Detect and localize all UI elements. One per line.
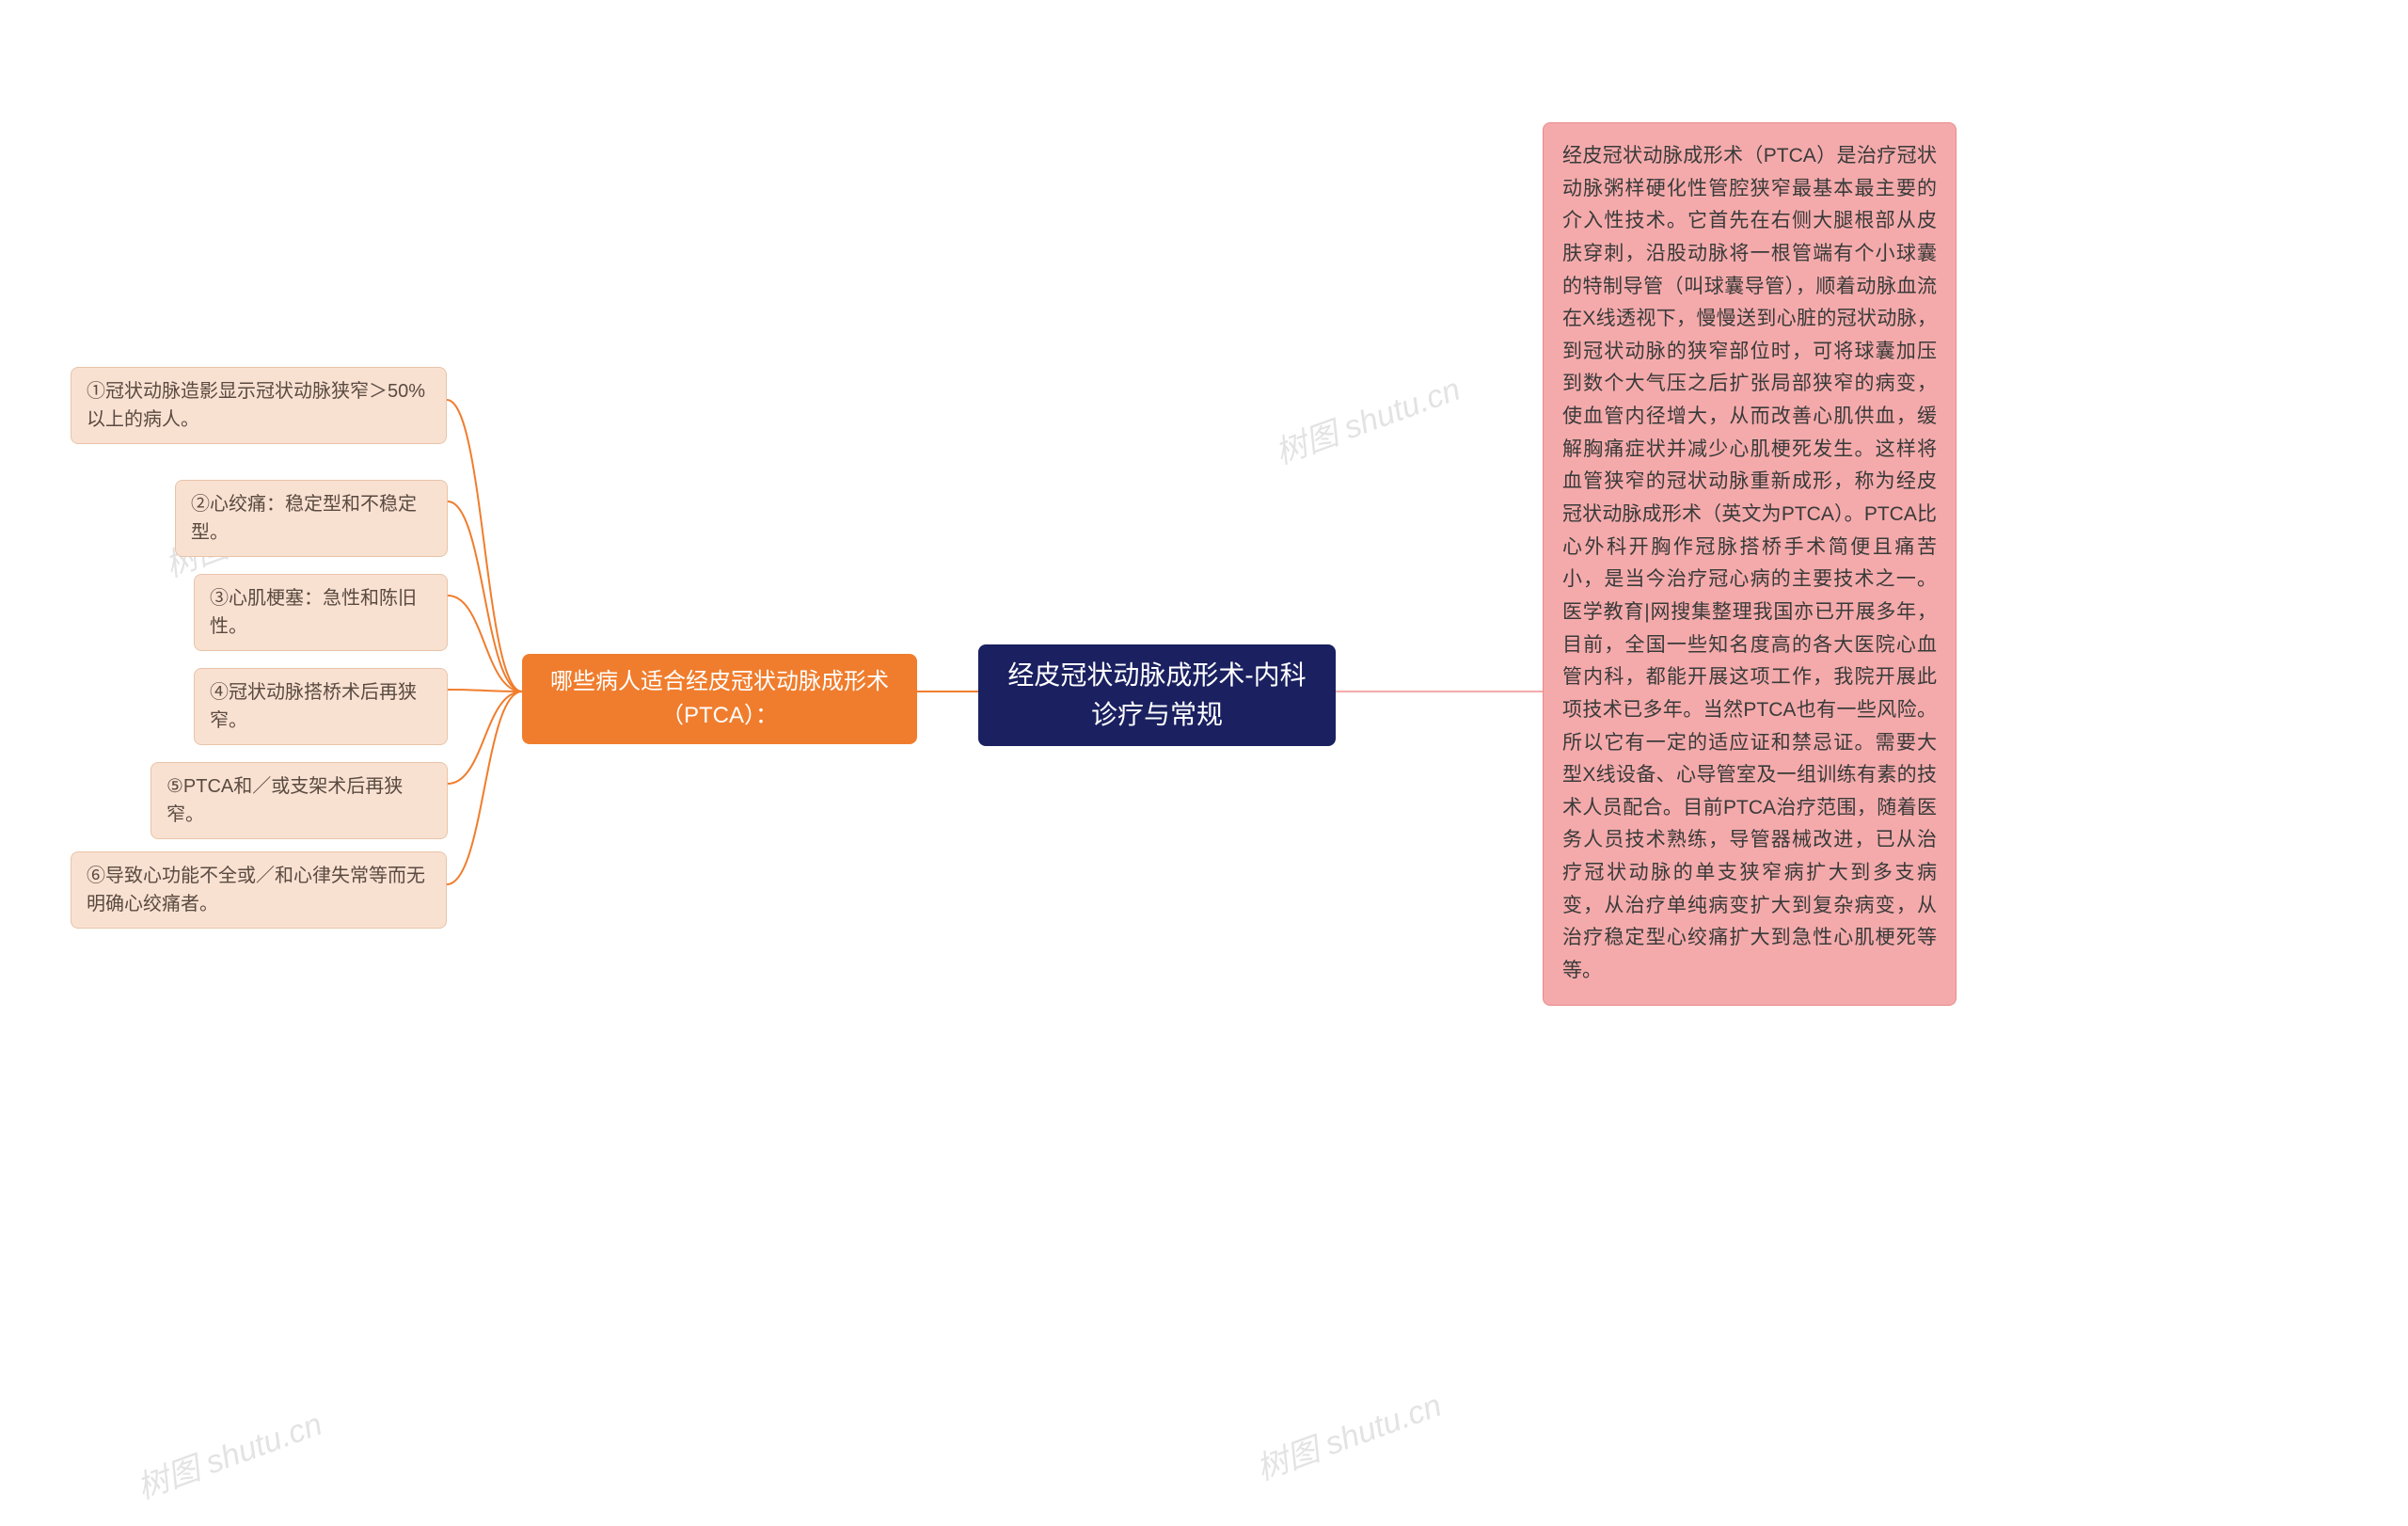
leaf-label: ③心肌梗塞：急性和陈旧性。: [210, 584, 432, 641]
leaf-label: ①冠状动脉造影显示冠状动脉狭窄＞50%以上的病人。: [87, 377, 431, 434]
left-branch-label: 哪些病人适合经皮冠状动脉成形术（PTCA）：: [539, 665, 900, 733]
leaf-label: ⑤PTCA和／或支架术后再狭窄。: [166, 772, 432, 829]
leaf-node: ④冠状动脉搭桥术后再狭窄。: [194, 668, 448, 745]
right-description-text: 经皮冠状动脉成形术（PTCA）是治疗冠状动脉粥样硬化性管腔狭窄最基本最主要的介入…: [1562, 140, 1937, 988]
center-node: 经皮冠状动脉成形术-内科诊疗与常规: [978, 644, 1336, 746]
leaf-node: ②心绞痛：稳定型和不稳定型。: [175, 480, 448, 557]
watermark: 树图 shutu.cn: [1268, 363, 1465, 472]
watermark: 树图 shutu.cn: [130, 1398, 327, 1507]
leaf-node: ⑥导致心功能不全或／和心律失常等而无明确心绞痛者。: [71, 851, 447, 929]
leaf-node: ③心肌梗塞：急性和陈旧性。: [194, 574, 448, 651]
right-description-node: 经皮冠状动脉成形术（PTCA）是治疗冠状动脉粥样硬化性管腔狭窄最基本最主要的介入…: [1543, 122, 1956, 1006]
leaf-label: ②心绞痛：稳定型和不稳定型。: [191, 490, 432, 547]
leaf-node: ⑤PTCA和／或支架术后再狭窄。: [150, 762, 448, 839]
watermark: 树图 shutu.cn: [1249, 1379, 1447, 1488]
center-label: 经皮冠状动脉成形术-内科诊疗与常规: [995, 656, 1319, 735]
leaf-node: ①冠状动脉造影显示冠状动脉狭窄＞50%以上的病人。: [71, 367, 447, 444]
leaf-label: ④冠状动脉搭桥术后再狭窄。: [210, 678, 432, 735]
leaf-label: ⑥导致心功能不全或／和心律失常等而无明确心绞痛者。: [87, 862, 431, 918]
left-branch-node: 哪些病人适合经皮冠状动脉成形术（PTCA）：: [522, 654, 917, 744]
